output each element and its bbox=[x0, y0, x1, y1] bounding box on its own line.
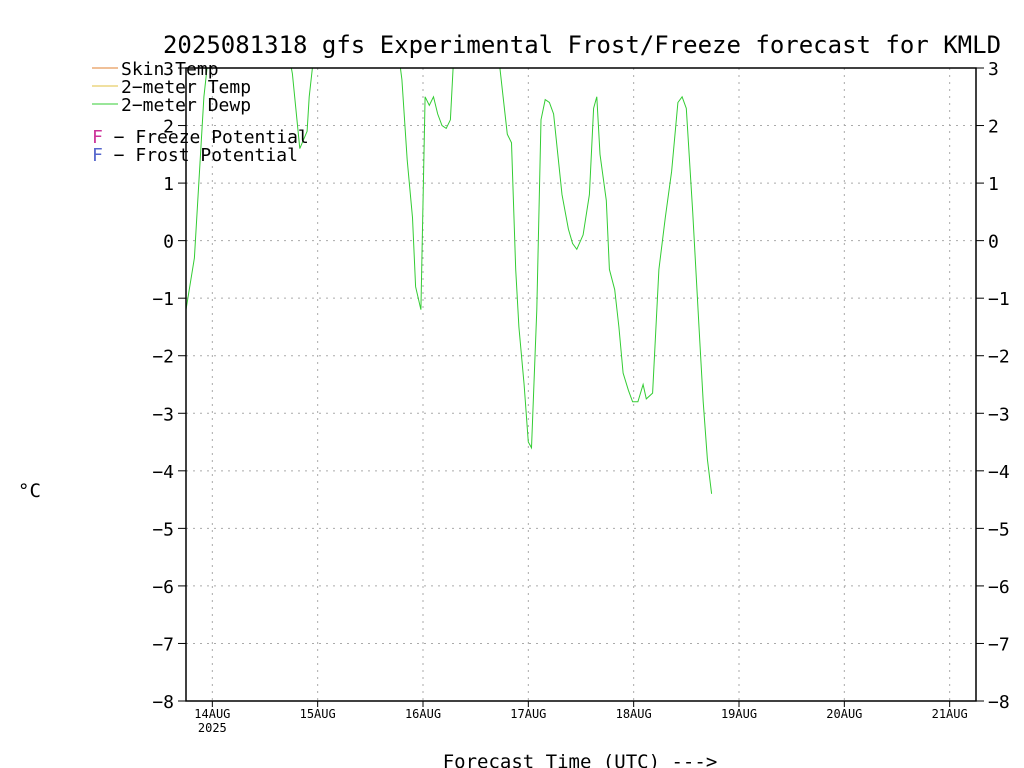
series-line-dewpoint bbox=[186, 68, 713, 494]
x-tick-label: 19AUG bbox=[721, 707, 757, 721]
x-tick-label: 18AUG bbox=[616, 707, 652, 721]
y-tick-label-left: −5 bbox=[152, 519, 174, 540]
series-layer bbox=[186, 68, 713, 494]
y-tick-label-left: −7 bbox=[152, 634, 174, 655]
frost-letter: F bbox=[92, 145, 103, 166]
y-tick-label-right: −7 bbox=[988, 634, 1010, 655]
y-axis-label: °C bbox=[18, 480, 41, 502]
legend: Skin Temp 2−meter Temp 2−meter Dewp F − … bbox=[92, 59, 309, 166]
y-tick-label-right: −3 bbox=[988, 404, 1010, 425]
legend-freeze-potential: F − Freeze Potential bbox=[92, 127, 309, 148]
y-tick-label-right: 3 bbox=[988, 59, 999, 80]
freeze-label: − Freeze Potential bbox=[103, 127, 309, 148]
legend-frost-potential: F − Frost Potential bbox=[92, 145, 298, 166]
grid-lines bbox=[186, 68, 976, 701]
y-tick-label-left: −4 bbox=[152, 462, 174, 483]
y-tick-label-right: −5 bbox=[988, 519, 1010, 540]
y-tick-label-left: 0 bbox=[163, 232, 174, 253]
frost-label: − Frost Potential bbox=[103, 145, 298, 166]
y-tick-label-left: −2 bbox=[152, 347, 174, 368]
y-tick-label-right: 2 bbox=[988, 117, 999, 138]
y-tick-label-right: 0 bbox=[988, 232, 999, 253]
y-tick-label-left: −1 bbox=[152, 289, 174, 310]
y-tick-label-left: −6 bbox=[152, 577, 174, 598]
y-tick-label-left: −3 bbox=[152, 404, 174, 425]
x-tick-label: 20AUG bbox=[826, 707, 862, 721]
legend-label-skin-temp: Skin Temp bbox=[121, 59, 219, 80]
x-tick-label: 14AUG bbox=[194, 707, 230, 721]
legend-label-2m-temp: 2−meter Temp bbox=[121, 77, 251, 98]
legend-label-2m-dewp: 2−meter Dewp bbox=[121, 95, 251, 116]
x-tick-label: 15AUG bbox=[300, 707, 336, 721]
y-tick-label-left: 3 bbox=[163, 59, 174, 80]
y-tick-label-right: −1 bbox=[988, 289, 1010, 310]
y-tick-label-left: 2 bbox=[163, 117, 174, 138]
y-tick-label-left: 1 bbox=[163, 174, 174, 195]
y-tick-label-right: −4 bbox=[988, 462, 1010, 483]
axis-ticks: 3 3 2 2 1 1 0 0 −1 −1 −2 −2 −3 −3 −4 −4 −5 −5 −6 −6 −7 −7 −8 −8… bbox=[152, 59, 1009, 735]
y-tick-label-right: −2 bbox=[988, 347, 1010, 368]
y-tick-label-right: −6 bbox=[988, 577, 1010, 598]
plot-frame bbox=[185, 67, 977, 702]
x-tick-label: 16AUG bbox=[405, 707, 441, 721]
y-tick-label-right: 1 bbox=[988, 174, 999, 195]
x-axis-label: Forecast Time (UTC) ---> bbox=[443, 751, 718, 768]
chart-title: 2025081318 gfs Experimental Frost/Freeze… bbox=[163, 31, 1001, 59]
y-tick-label-left: −8 bbox=[152, 692, 174, 713]
y-tick-label-right: −8 bbox=[988, 692, 1010, 713]
freeze-letter: F bbox=[92, 127, 103, 148]
x-tick-sublabel: 2025 bbox=[198, 721, 227, 735]
x-tick-label: 17AUG bbox=[510, 707, 546, 721]
x-tick-label: 21AUG bbox=[932, 707, 968, 721]
